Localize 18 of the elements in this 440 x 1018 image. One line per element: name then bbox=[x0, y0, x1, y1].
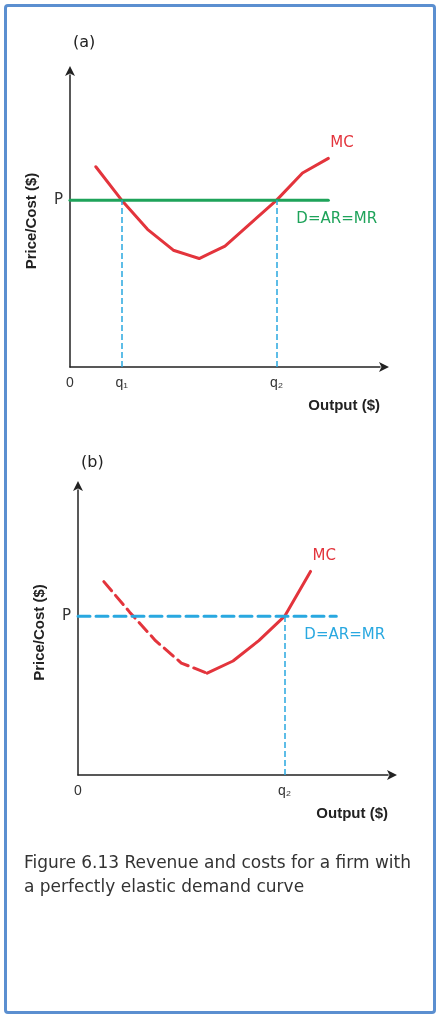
x-tick-label: q₁ bbox=[115, 374, 129, 390]
chart-title: (b) bbox=[81, 451, 104, 471]
text: P bbox=[54, 189, 64, 208]
x-tick-label: q₂ bbox=[278, 782, 292, 798]
x-tick-label: q₂ bbox=[270, 374, 284, 390]
series-label: MC bbox=[312, 546, 336, 565]
series-label: D=AR=MR bbox=[296, 209, 378, 228]
x-tick-label: 0 bbox=[74, 782, 83, 798]
x-axis-title: Output ($) bbox=[308, 396, 380, 413]
series-label: D=AR=MR bbox=[304, 625, 386, 644]
x-axis-title: Output ($) bbox=[316, 804, 388, 821]
y-axis-title: Price/Cost ($) bbox=[22, 172, 39, 270]
caption: Figure 6.13 Revenue and costs for a firm with a perfectly elastic demand curve bbox=[24, 851, 412, 898]
series-label: MC bbox=[330, 133, 354, 152]
y-axis-title: Price/Cost ($) bbox=[30, 584, 47, 681]
chart-title: (a) bbox=[73, 31, 96, 51]
x-tick-label: 0 bbox=[66, 374, 75, 390]
text: P bbox=[62, 605, 72, 624]
